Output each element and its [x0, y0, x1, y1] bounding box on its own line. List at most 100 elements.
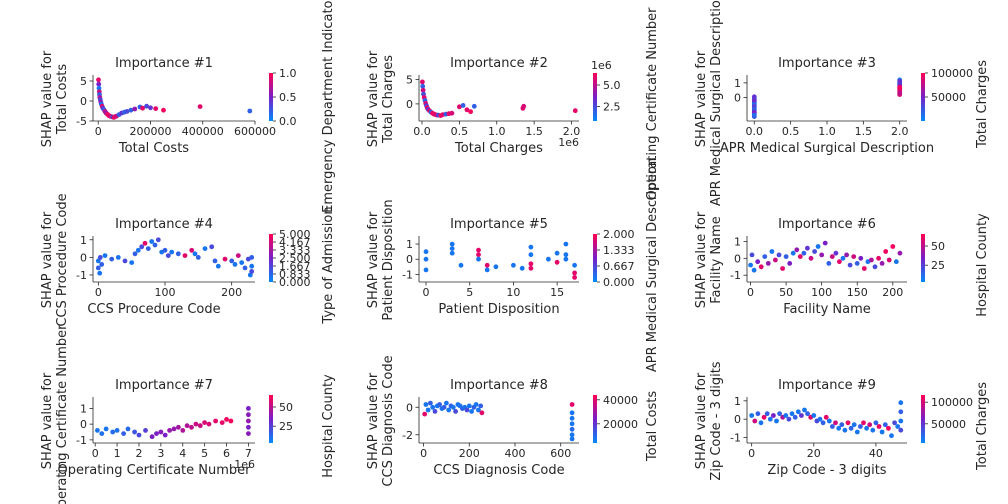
y-tick-label: -5	[76, 115, 87, 128]
scatter-point	[95, 428, 100, 433]
x-tick-label: 0.5	[782, 125, 800, 138]
shap-panel-5: Importance #5 0 5 10 15 -1 0 1 Patient Dispositi…	[366, 158, 660, 372]
scatter-point	[197, 423, 203, 429]
y-tick-label: -2	[402, 429, 413, 442]
y-tick-label: -1	[730, 269, 741, 282]
colorbar-tick-label: 50	[931, 240, 945, 253]
scatter-point	[97, 255, 103, 260]
x-tick-label: 7	[245, 447, 252, 460]
y-tick-label: 1	[734, 77, 741, 90]
scatter-point	[129, 260, 135, 265]
y-tick-label: 0	[734, 252, 741, 265]
scatter-point	[473, 402, 479, 407]
scatter-point	[854, 261, 860, 266]
x-tick-label: 3	[157, 447, 164, 460]
scatter-point	[528, 252, 534, 258]
x-axis-label: Total Costs	[118, 141, 189, 156]
x-tick-label: 1.5	[525, 125, 543, 138]
y-tick-label: 0	[406, 401, 413, 414]
scatter-point	[189, 247, 195, 253]
x-tick-label: 40	[869, 447, 883, 460]
scatter-point	[109, 256, 115, 262]
scatter-point	[794, 247, 800, 253]
y-axis-label: SHAP value forTotal Costs	[40, 50, 70, 147]
scatter-point	[873, 420, 879, 426]
scatter-point	[898, 409, 904, 415]
y-tick-label: 0	[80, 418, 87, 431]
scatter-point	[423, 402, 429, 407]
scatter-point	[453, 409, 458, 414]
scatter-point	[249, 269, 255, 274]
scatter-point	[167, 428, 173, 433]
scatter-point	[162, 247, 168, 253]
y-tick-label: -1	[76, 434, 87, 447]
colorbar-tick-label: 25	[931, 259, 945, 272]
y-tick-label: 1	[80, 234, 87, 247]
scatter-point	[449, 246, 455, 252]
scatter-point	[128, 107, 134, 113]
scatter-point	[471, 103, 477, 109]
scatter-point	[149, 434, 155, 440]
scatter-point	[808, 255, 814, 261]
scatter-point	[842, 427, 848, 433]
shap-panel-1: Importance #1 0 200000 400000 600000 -5 0 5 Tota…	[40, 0, 336, 213]
scatter-point	[232, 262, 238, 267]
colorbar-tick-label: 3.333	[279, 244, 311, 257]
scatter-point	[222, 256, 228, 262]
scatter-point	[493, 264, 499, 270]
shap-panel-9: Importance #9 0 20 40 -1 0 1 Zip Code - 3 digit…	[694, 361, 990, 480]
scatter-point	[783, 254, 789, 259]
scatter-point	[882, 422, 888, 428]
colorbar-tick-label: 20000	[603, 418, 638, 431]
scatter-point	[569, 410, 575, 416]
x-axis-label: APR Medical Surgical Description	[720, 141, 934, 156]
colorbar	[593, 395, 597, 443]
y-tick-label: 1	[734, 395, 741, 408]
scatter-point	[861, 420, 866, 426]
scatter-point	[121, 431, 126, 436]
scatter-point	[468, 109, 473, 115]
scatter-point	[883, 249, 889, 254]
scatter-point	[752, 418, 758, 424]
scatter-point	[869, 257, 874, 263]
panel-title: Importance #4	[115, 217, 213, 232]
scatter-point	[898, 400, 904, 406]
scatter-point	[554, 259, 560, 265]
x-tick-label: 200	[459, 447, 480, 460]
colorbar-tick-label: 0.667	[603, 260, 635, 273]
scatter-point	[478, 403, 484, 409]
scatter-point	[479, 410, 485, 416]
y-axis-label: SHAP value forOperating Certificate Numb…	[40, 324, 70, 504]
colorbar	[921, 234, 925, 282]
panel-title: Importance #2	[450, 56, 548, 71]
panel-title: Importance #3	[778, 56, 876, 71]
scatter-point	[805, 411, 810, 417]
scatter-point	[858, 255, 864, 261]
scatter-point	[149, 239, 155, 244]
scatter-point	[420, 87, 426, 93]
scatter-point	[246, 406, 251, 411]
colorbar-tick-label: 4.167	[279, 236, 311, 249]
x-offset-text: 1e6	[558, 136, 579, 149]
scatter-point	[836, 425, 842, 431]
x-tick-label: 2.0	[891, 125, 909, 138]
scatter-point	[212, 258, 218, 264]
x-tick-label: 5	[466, 286, 473, 299]
scatter-point	[812, 249, 817, 254]
scatter-point	[132, 429, 138, 435]
scatter-point	[780, 266, 785, 271]
scatter-point	[460, 103, 466, 108]
scatter-point	[476, 407, 481, 413]
scatter-point	[528, 261, 534, 267]
scatter-point	[176, 424, 181, 430]
x-tick-label: 0.0	[413, 125, 431, 138]
colorbar	[593, 234, 597, 282]
colorbar-tick-label: 1.667	[279, 260, 311, 273]
panel-title: Importance #1	[115, 56, 213, 71]
colorbar-label: APR Medical Surgical Description	[645, 158, 660, 372]
colorbar-tick-label: 0.000	[279, 276, 311, 289]
x-tick-label: 10	[506, 286, 520, 299]
scatter-point	[755, 411, 761, 417]
scatter-point	[145, 246, 151, 252]
panel-title: Importance #8	[450, 378, 548, 393]
